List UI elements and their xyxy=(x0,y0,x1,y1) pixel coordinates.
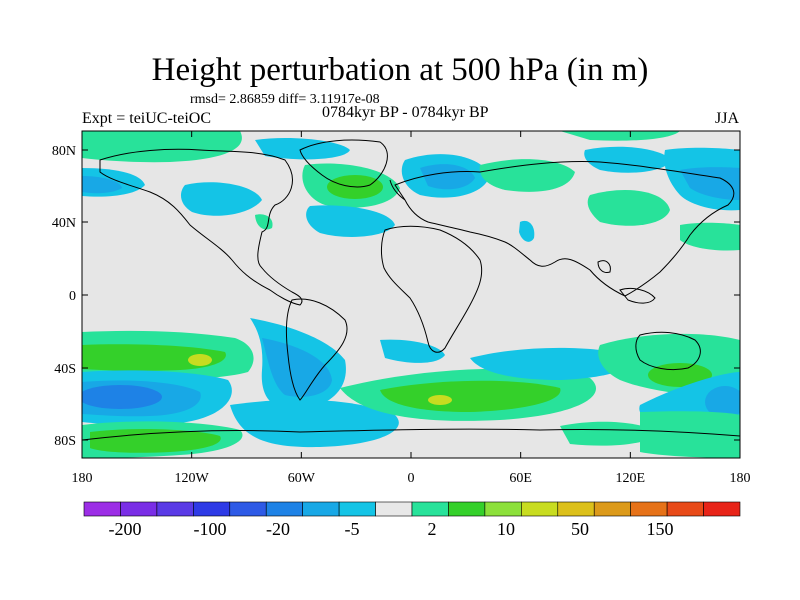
colorbar-swatch xyxy=(593,501,631,517)
colorbar-swatch xyxy=(448,501,486,517)
colorbar-label: -20 xyxy=(266,519,290,539)
colorbar-swatch xyxy=(229,501,267,517)
lat-tick-label: 40S xyxy=(54,362,76,377)
lat-tick-label: 80N xyxy=(52,144,76,159)
lon-tick-label: 60E xyxy=(509,471,532,486)
colorbar-label: 2 xyxy=(428,519,437,539)
colorbar-label: 50 xyxy=(571,519,589,539)
colorbar-label: 150 xyxy=(647,519,674,539)
colorbar-swatch xyxy=(375,501,413,517)
colorbar-swatch xyxy=(521,501,559,517)
lon-tick-label: 120E xyxy=(616,471,646,486)
colorbar-swatch xyxy=(666,501,704,517)
colorbar-label: -100 xyxy=(194,519,227,539)
colorbar-swatch xyxy=(630,501,668,517)
colorbar-label: -5 xyxy=(345,519,360,539)
colorbar-swatch xyxy=(557,501,595,517)
colorbar-swatch xyxy=(83,501,121,517)
contour-map xyxy=(82,131,740,458)
lat-tick-label: 0 xyxy=(69,289,76,304)
colorbar-swatch xyxy=(302,501,340,517)
experiment-label: Expt = teiUC-teiOC xyxy=(82,110,212,127)
colorbar-swatch xyxy=(265,501,303,517)
colorbar-label: 10 xyxy=(497,519,515,539)
longitude-axis: 180 120W 60W 0 60E 120E 180 xyxy=(72,131,751,486)
lon-tick-label: 120W xyxy=(175,471,210,486)
colorbar-swatch xyxy=(703,501,741,517)
season-label: JJA xyxy=(715,110,740,127)
rmsd-diff-stats: rmsd= 2.86859 diff= 3.11917e-08 xyxy=(190,92,380,107)
period-label: 0784kyr BP - 0784kyr BP xyxy=(322,104,489,121)
colorbar-swatch xyxy=(120,501,158,517)
lat-tick-label: 40N xyxy=(52,216,76,231)
latitude-axis: 80N 40N 0 40S 80S xyxy=(52,144,740,449)
coastlines xyxy=(82,139,740,441)
colorbar-label: -200 xyxy=(109,519,142,539)
colorbar: -200 -100 -20 -5 2 10 50 150 xyxy=(83,501,741,539)
map-title: Height perturbation at 500 hPa (in m) xyxy=(151,52,649,88)
lat-tick-label: 80S xyxy=(54,434,76,449)
lon-tick-label: 180 xyxy=(72,471,93,486)
lon-tick-label: 180 xyxy=(730,471,751,486)
colorbar-swatch xyxy=(411,501,449,517)
colorbar-swatch xyxy=(156,501,194,517)
colorbar-swatch xyxy=(484,501,522,517)
lon-tick-label: 0 xyxy=(408,471,415,486)
colorbar-swatch xyxy=(193,501,231,517)
lon-tick-label: 60W xyxy=(288,471,316,486)
colorbar-swatch xyxy=(338,501,376,517)
